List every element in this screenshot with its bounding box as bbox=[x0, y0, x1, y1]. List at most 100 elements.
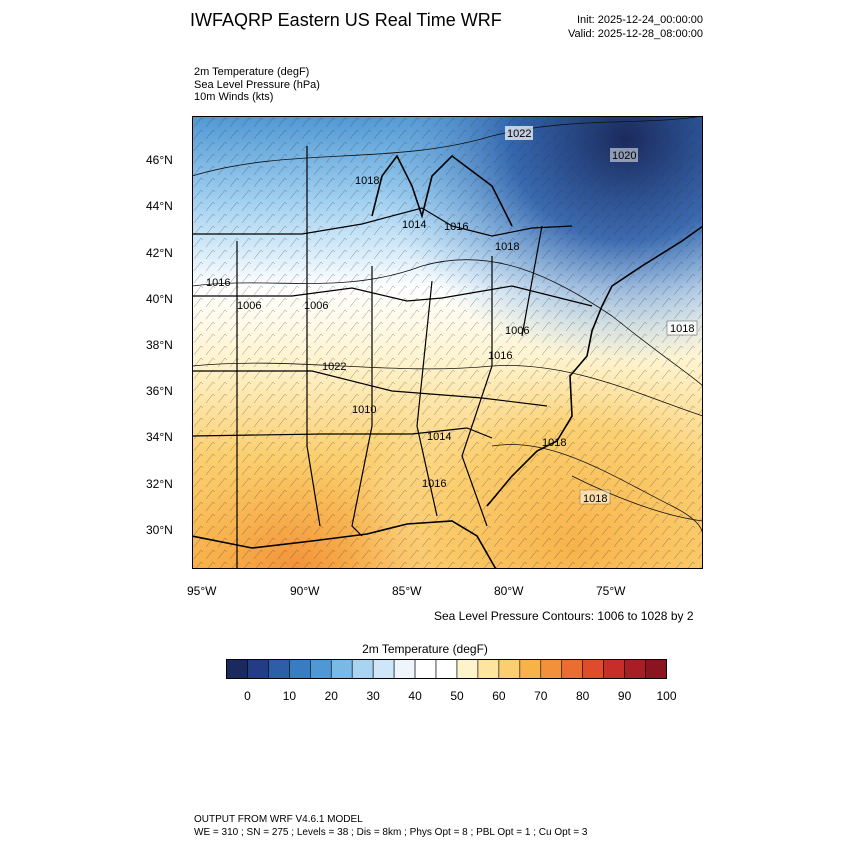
variable-slp: Sea Level Pressure (hPa) bbox=[194, 78, 320, 91]
variable-list: 2m Temperature (degF) Sea Level Pressure… bbox=[194, 66, 320, 104]
isobar-label: 1016 bbox=[488, 350, 512, 362]
svg-text:1014: 1014 bbox=[427, 431, 451, 443]
colorbar-swatch bbox=[310, 659, 332, 679]
colorbar-label: 100 bbox=[656, 689, 677, 703]
colorbar-swatch bbox=[624, 659, 646, 679]
svg-text:1006: 1006 bbox=[304, 300, 328, 312]
colorbar-swatch bbox=[393, 659, 416, 679]
plot-title: IWFAQRP Eastern US Real Time WRF bbox=[190, 10, 502, 30]
colorbar-swatch bbox=[561, 659, 583, 679]
lat-tick-label: 30°N bbox=[146, 523, 173, 537]
colorbar-swatch bbox=[226, 659, 248, 679]
colorbar-swatch bbox=[582, 659, 604, 679]
isobar-label: 1018 bbox=[542, 437, 566, 449]
isobar-label: 1022 bbox=[322, 361, 346, 373]
colorbar-swatch bbox=[540, 659, 563, 679]
slp-contour-note: Sea Level Pressure Contours: 1006 to 102… bbox=[434, 609, 694, 623]
isobar-label: 1018 bbox=[666, 320, 698, 336]
isobar-label: 1016 bbox=[422, 478, 446, 490]
isobar-label: 1018 bbox=[355, 175, 379, 187]
lat-tick-label: 38°N bbox=[146, 338, 173, 352]
svg-text:1018: 1018 bbox=[583, 493, 607, 505]
footer-model: OUTPUT FROM WRF V4.6.1 MODEL bbox=[194, 814, 363, 825]
svg-text:1016: 1016 bbox=[206, 277, 230, 289]
isobar-label: 1018 bbox=[579, 489, 611, 505]
weather-map: 1022 1020 1018 1014 1016 1018 1016 1006 … bbox=[192, 116, 703, 569]
svg-text:1016: 1016 bbox=[488, 350, 512, 362]
colorbar-label: 20 bbox=[324, 689, 338, 703]
coastline bbox=[192, 154, 703, 569]
isobar-label: 1014 bbox=[427, 431, 451, 443]
colorbar-swatch bbox=[351, 659, 374, 679]
lon-tick-label: 95°W bbox=[187, 584, 217, 598]
svg-text:1018: 1018 bbox=[355, 175, 379, 187]
valid-time: Valid: 2025-12-28_08:00:00 bbox=[568, 28, 703, 40]
isobars bbox=[192, 116, 703, 537]
lat-tick-label: 36°N bbox=[146, 384, 173, 398]
svg-text:1022: 1022 bbox=[322, 361, 346, 373]
colorbar-label: 0 bbox=[244, 689, 251, 703]
variable-temperature: 2m Temperature (degF) bbox=[194, 66, 310, 78]
isobar-label: 1010 bbox=[352, 404, 376, 416]
svg-text:1018: 1018 bbox=[670, 323, 694, 335]
colorbar-label: 80 bbox=[576, 689, 590, 703]
svg-text:1018: 1018 bbox=[542, 437, 566, 449]
colorbar bbox=[226, 659, 667, 679]
isobar-label: 1016 bbox=[444, 221, 468, 233]
lon-tick-label: 80°W bbox=[494, 584, 524, 598]
colorbar-swatch bbox=[498, 659, 521, 679]
lon-tick-label: 90°W bbox=[290, 584, 320, 598]
footer-config: WE = 310 ; SN = 275 ; Levels = 38 ; Dis … bbox=[194, 826, 588, 838]
lon-tick-label: 85°W bbox=[392, 584, 422, 598]
svg-text:1010: 1010 bbox=[352, 404, 376, 416]
colorbar-swatch bbox=[414, 659, 437, 679]
colorbar-swatch bbox=[435, 659, 458, 679]
map-frame bbox=[192, 116, 703, 569]
init-time: Init: 2025-12-24_00:00:00 bbox=[577, 14, 703, 26]
svg-text:1018: 1018 bbox=[495, 241, 519, 253]
colorbar-swatch bbox=[456, 659, 479, 679]
model-footer: OUTPUT FROM WRF V4.6.1 MODEL WE = 310 ; … bbox=[194, 814, 587, 839]
isobar-label: 1018 bbox=[495, 241, 519, 253]
svg-text:1016: 1016 bbox=[444, 221, 468, 233]
lat-tick-label: 34°N bbox=[146, 430, 173, 444]
colorbar-label: 30 bbox=[366, 689, 380, 703]
svg-text:1020: 1020 bbox=[612, 150, 636, 162]
colorbar-swatch bbox=[645, 659, 667, 679]
lat-tick-label: 46°N bbox=[146, 153, 173, 167]
lat-tick-label: 42°N bbox=[146, 246, 173, 260]
isobar-label: 1006 bbox=[505, 325, 529, 337]
colorbar-swatch bbox=[289, 659, 311, 679]
svg-text:1006: 1006 bbox=[505, 325, 529, 337]
colorbar-label: 50 bbox=[450, 689, 464, 703]
isobar-label: 1014 bbox=[402, 219, 426, 231]
colorbar-label: 60 bbox=[492, 689, 506, 703]
lon-tick-label: 75°W bbox=[596, 584, 626, 598]
colorbar-swatch bbox=[247, 659, 269, 679]
isobar-label: 1020 bbox=[610, 148, 638, 162]
state-boundaries bbox=[192, 146, 593, 569]
colorbar-label: 40 bbox=[408, 689, 422, 703]
isobar-label: 1006 bbox=[304, 300, 328, 312]
colorbar-swatch bbox=[268, 659, 290, 679]
lat-tick-label: 40°N bbox=[146, 292, 173, 306]
colorbar-swatch bbox=[603, 659, 625, 679]
isobar-label: 1006 bbox=[237, 300, 261, 312]
lat-tick-label: 44°N bbox=[146, 199, 173, 213]
isobar-label: 1016 bbox=[206, 277, 230, 289]
colorbar-swatch bbox=[330, 659, 353, 679]
isobar-label: 1022 bbox=[505, 126, 533, 140]
colorbar-label: 90 bbox=[617, 689, 632, 703]
variable-winds: 10m Winds (kts) bbox=[194, 91, 274, 103]
colorbar-label: 10 bbox=[282, 689, 297, 703]
colorbar-swatch bbox=[477, 659, 500, 679]
init-valid-times: Init: 2025-12-24_00:00:00 Valid: 2025-12… bbox=[568, 13, 703, 41]
colorbar-swatch bbox=[519, 659, 542, 679]
svg-text:1022: 1022 bbox=[507, 128, 531, 140]
isobar-labels: 1022 1020 1018 1014 1016 1018 1016 1006 … bbox=[206, 126, 698, 505]
wind-barbs bbox=[192, 116, 703, 569]
colorbar-title: 2m Temperature (degF) bbox=[362, 642, 488, 656]
colorbar-swatch bbox=[372, 659, 395, 679]
svg-text:1014: 1014 bbox=[402, 219, 426, 231]
lat-tick-label: 32°N bbox=[146, 477, 173, 491]
